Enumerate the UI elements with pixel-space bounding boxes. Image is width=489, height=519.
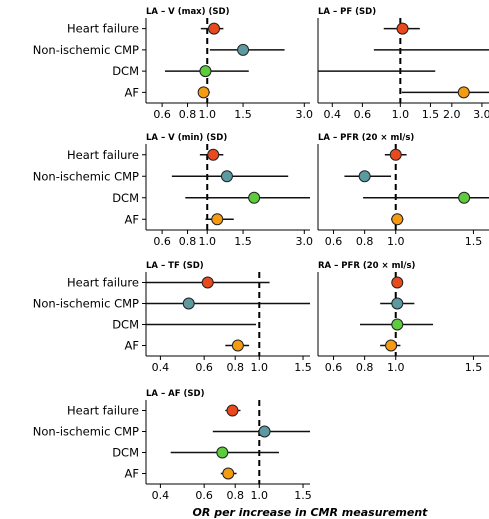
point-non-ischemic-cmp [258,425,271,438]
x-tick-label: 0.8 [356,361,374,374]
x-tick-label: 0.6 [354,108,372,121]
x-tick-label: 2.0 [443,108,461,121]
y-tick-label-non-ischemic-cmp: Non-ischemic CMP [33,297,139,311]
point-heart-failure [207,148,220,161]
x-tick-label: 1.0 [392,108,410,121]
x-tick-label: 1.0 [251,361,269,374]
point-heart-failure [396,22,409,35]
shared-x-axis-label: OR per increase in CMR measurement [192,506,428,519]
x-tick-label: 0.4 [152,361,170,374]
panel-title: LA – AF (SD) [146,389,205,399]
panel-1: LA – V (max) (SD) 0.6 0.8 1.0 1.5 3.0 Heart fa… [33,7,313,121]
x-tick-label: 0.8 [226,489,244,502]
y-tick-label-non-ischemic-cmp: Non-ischemic CMP [33,169,139,183]
x-tick-label: 1.5 [294,489,312,502]
x-tick-label: 0.6 [325,235,343,248]
y-tick-label-dcm: DCM [112,318,139,332]
y-tick-label-heart-failure: Heart failure [67,22,139,36]
x-tick-label: 1.5 [465,361,483,374]
x-tick-label: 0.6 [195,361,213,374]
x-tick-label: 0.6 [325,361,343,374]
point-af [457,86,470,99]
point-dcm [216,446,229,459]
y-tick-label-heart-failure: Heart failure [67,148,139,162]
panel-title: LA – TF (SD) [146,261,204,271]
panel-title: LA – PFR (20 × ml/s) [318,133,414,143]
point-af [231,339,244,352]
y-tick-label-heart-failure: Heart failure [67,404,139,418]
x-tick-label: 0.8 [179,108,197,121]
y-tick-label-dcm: DCM [112,191,139,205]
point-non-ischemic-cmp [358,170,371,183]
point-heart-failure [391,276,404,289]
panel-4: LA – PFR (20 × ml/s) 0.6 0.8 1.0 1.5 [317,133,489,248]
x-tick-label: 1.0 [198,235,216,248]
x-tick-label: 1.0 [387,361,405,374]
point-af [391,213,404,226]
point-af [385,339,398,352]
point-af [222,467,235,480]
point-af [211,213,224,226]
point-non-ischemic-cmp [220,170,233,183]
y-tick-label-af: AF [125,339,139,353]
x-tick-label: 3.0 [473,108,489,121]
panel-2: LA – PF (SD) 0.4 0.6 1.0 1.5 2.0 3.0 [317,7,489,121]
x-tick-label: 3.0 [296,108,314,121]
x-tick-label: 3.0 [296,235,314,248]
x-tick-label: 0.4 [152,489,170,502]
x-tick-label: 1.5 [465,235,483,248]
point-heart-failure [389,148,402,161]
y-tick-label-af: AF [125,85,139,99]
x-tick-label: 0.8 [356,235,374,248]
point-dcm [199,65,212,78]
y-tick-label-non-ischemic-cmp: Non-ischemic CMP [33,43,139,57]
x-tick-label: 1.5 [294,361,312,374]
y-tick-label-non-ischemic-cmp: Non-ischemic CMP [33,425,139,439]
y-tick-label-dcm: DCM [112,446,139,460]
point-dcm [248,191,261,204]
point-dcm [391,318,404,331]
x-tick-label: 0.4 [324,108,342,121]
x-tick-label: 0.6 [153,235,171,248]
panel-6: RA – PFR (20 × ml/s) 0.6 0.8 1.0 1.5 [317,261,489,374]
point-heart-failure [226,404,239,417]
y-tick-label-af: AF [125,467,139,481]
panel-7: LA – AF (SD) 0.4 0.6 0.8 1.0 1.5 Heart failure… [33,389,312,502]
point-non-ischemic-cmp [237,43,250,56]
panel-5: LA – TF (SD) 0.4 0.6 0.8 1.0 1.5 Heart failure… [33,261,312,374]
point-non-ischemic-cmp [182,297,195,310]
x-tick-label: 0.8 [226,361,244,374]
point-heart-failure [201,276,214,289]
x-tick-label: 0.8 [179,235,197,248]
x-tick-label: 1.0 [251,489,269,502]
panel-title: LA – V (max) (SD) [146,7,230,17]
x-tick-label: 1.5 [234,108,252,121]
x-tick-label: 1.5 [422,108,440,121]
x-tick-label: 1.0 [198,108,216,121]
panel-title: LA – PF (SD) [318,7,376,17]
y-tick-label-dcm: DCM [112,64,139,78]
point-af [197,86,210,99]
panel-3: LA – V (min) (SD) 0.6 0.8 1.0 1.5 3.0 Heart fa… [33,133,313,248]
point-dcm [458,191,471,204]
panel-title: LA – V (min) (SD) [146,133,227,143]
x-tick-label: 0.6 [195,489,213,502]
x-tick-label: 1.5 [234,235,252,248]
point-non-ischemic-cmp [391,297,404,310]
y-tick-label-heart-failure: Heart failure [67,276,139,290]
y-tick-label-af: AF [125,212,139,226]
point-heart-failure [208,22,221,35]
x-tick-label: 1.0 [387,235,405,248]
panel-title: RA – PFR (20 × ml/s) [318,261,416,271]
x-tick-label: 0.6 [153,108,171,121]
